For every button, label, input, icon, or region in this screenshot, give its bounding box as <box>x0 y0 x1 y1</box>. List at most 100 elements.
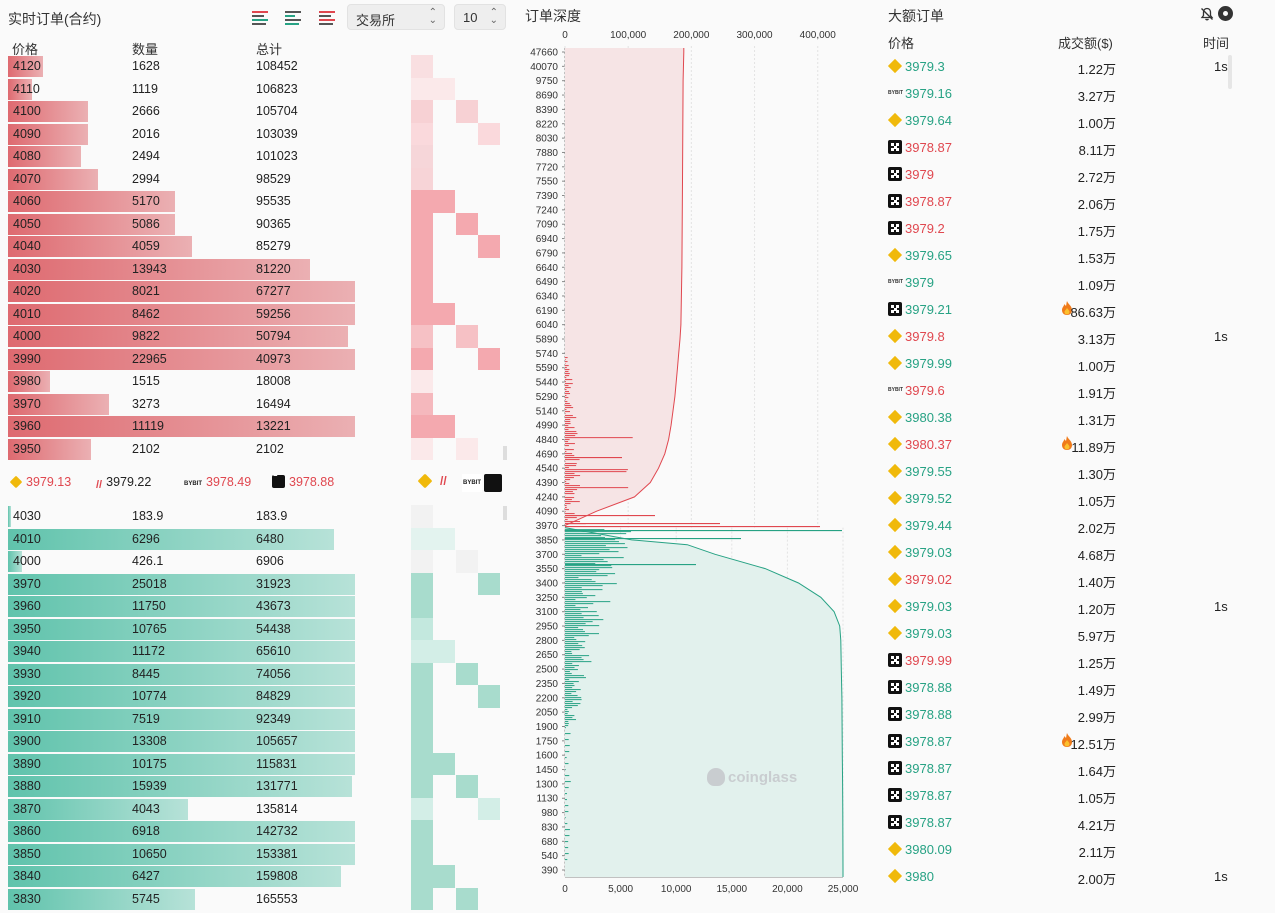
bid-row[interactable]: 4010 6296 6480 <box>0 527 515 550</box>
bid-row[interactable]: 3840 6427 159808 <box>0 865 515 888</box>
large-order-row[interactable]: 3979 2.72万 <box>880 161 1275 188</box>
bid-row[interactable]: 3950 10765 54438 <box>0 617 515 641</box>
binance-filter-icon[interactable] <box>417 473 436 489</box>
ask-row[interactable]: 4060 5170 95535 <box>0 190 515 213</box>
large-order-row[interactable]: 3980.37 11.89万 <box>880 431 1275 458</box>
ask-row[interactable]: 4010 8462 59256 <box>0 302 515 325</box>
bid-price: 3850 <box>13 846 41 861</box>
exchange-heat-cell <box>433 618 455 641</box>
ask-row[interactable]: 3970 3273 16494 <box>0 392 515 416</box>
large-order-row[interactable]: 3979.03 1.20万 1s <box>880 593 1275 620</box>
bid-row[interactable]: 3900 13308 105657 <box>0 730 515 753</box>
large-order-price: 3978.87 <box>905 140 952 155</box>
y-tick-label: 2500 <box>536 665 559 676</box>
ask-row[interactable]: 4110 1119 106823 <box>0 77 515 100</box>
depth-select[interactable]: 10 ⌃ ⌄ <box>454 4 506 30</box>
exchange-select[interactable]: 交易所 ⌃ ⌄ <box>347 4 445 30</box>
large-order-row[interactable]: 3978.87 1.05万 <box>880 782 1275 809</box>
bid-qty: 8445 <box>132 666 160 681</box>
ask-row[interactable]: 4080 2494 101023 <box>0 145 515 168</box>
bid-row[interactable]: 3830 5745 165553 <box>0 887 515 910</box>
large-orders-scrollbar[interactable] <box>1228 55 1232 89</box>
ask-row[interactable]: 3950 2102 2102 <box>0 437 515 460</box>
large-order-row[interactable]: 3979.65 1.53万 <box>880 242 1275 269</box>
ask-row[interactable]: 4090 2016 103039 <box>0 122 515 145</box>
bid-price: 3940 <box>13 644 41 658</box>
ask-row[interactable]: 4100 2666 105704 <box>0 100 515 123</box>
mute-bell-icon[interactable] <box>1200 7 1214 21</box>
bids-scrollbar[interactable] <box>503 506 507 520</box>
large-order-row[interactable]: BYBIT 3979.16 3.27万 <box>880 80 1275 107</box>
view-asks-icon[interactable] <box>315 10 337 26</box>
ask-row[interactable]: 4000 9822 50794 <box>0 325 515 348</box>
ask-row[interactable]: 3990 22965 40973 <box>0 347 515 370</box>
exchange-heat-cell <box>433 393 455 416</box>
large-order-row[interactable]: 3979.64 1.00万 <box>880 107 1275 134</box>
okx-icon <box>272 473 285 488</box>
large-order-row[interactable]: 3979.03 5.97万 <box>880 620 1275 647</box>
large-order-row[interactable]: 3979.03 4.68万 <box>880 539 1275 566</box>
ask-row[interactable]: 4040 4059 85279 <box>0 235 515 258</box>
ask-row[interactable]: 4030 13943 81220 <box>0 257 515 280</box>
okx-filter-icon[interactable] <box>484 474 502 492</box>
ask-row[interactable]: 4070 2994 98529 <box>0 167 515 190</box>
large-order-row[interactable]: 3979.55 1.30万 <box>880 458 1275 485</box>
coinglass-logo-icon <box>707 768 725 786</box>
bid-row[interactable]: 3940 11172 65610 <box>0 640 515 663</box>
bid-row[interactable]: 3890 10175 115831 <box>0 752 515 775</box>
bybit-filter-icon[interactable]: BYBIT <box>462 474 482 492</box>
view-both-icon[interactable] <box>248 10 270 26</box>
large-order-row[interactable]: 3979.2 1.75万 <box>880 215 1275 242</box>
large-order-row[interactable]: 3979.99 1.25万 <box>880 647 1275 674</box>
y-tick-label: 6640 <box>536 263 559 274</box>
bid-row[interactable]: 3870 4043 135814 <box>0 797 515 820</box>
large-order-row[interactable]: BYBIT 3979.6 1.91万 <box>880 377 1275 404</box>
asks-scrollbar[interactable] <box>503 446 507 460</box>
large-order-row[interactable]: 3979.44 2.02万 <box>880 512 1275 539</box>
large-order-row[interactable]: 3978.87 2.06万 <box>880 188 1275 215</box>
large-order-row[interactable]: 3978.87 4.21万 <box>880 809 1275 836</box>
bid-row[interactable]: 3970 25018 31923 <box>0 572 515 595</box>
ask-row[interactable]: 4050 5086 90365 <box>0 212 515 235</box>
large-order-row[interactable]: 3979.52 1.05万 <box>880 485 1275 512</box>
bid-row[interactable]: 3860 6918 142732 <box>0 820 515 843</box>
bid-row[interactable]: 3910 7519 92349 <box>0 707 515 730</box>
bid-row[interactable]: 3880 15939 131771 <box>0 775 515 798</box>
large-order-row[interactable]: 3979.3 1.22万 1s <box>880 53 1275 80</box>
exchange-heat-cell <box>433 595 455 618</box>
bid-row[interactable]: 3930 8445 74056 <box>0 662 515 685</box>
okx-icon <box>888 788 902 802</box>
large-order-row[interactable]: 3979.8 3.13万 1s <box>880 323 1275 350</box>
ask-row[interactable]: 4120 1628 108452 <box>0 55 515 78</box>
large-order-row[interactable]: 3978.87 1.64万 <box>880 755 1275 782</box>
large-order-row[interactable]: 3978.88 1.49万 <box>880 674 1275 701</box>
ask-row[interactable]: 3960 11119 13221 <box>0 415 515 438</box>
y-tick-label: 6190 <box>536 306 559 317</box>
bid-row[interactable]: 3920 10774 84829 <box>0 685 515 708</box>
large-order-row[interactable]: 3978.88 2.99万 <box>880 701 1275 728</box>
bid-row[interactable]: 4000 426.1 6906 <box>0 550 515 573</box>
bid-row[interactable]: 4030 183.9 183.9 <box>0 505 515 528</box>
bid-row[interactable]: 3850 10650 153381 <box>0 842 515 865</box>
okx-icon <box>888 302 902 316</box>
large-order-row[interactable]: 3978.87 12.51万 <box>880 728 1275 755</box>
large-order-row[interactable]: 3978.87 8.11万 <box>880 134 1275 161</box>
large-order-row[interactable]: BYBIT 3979 1.09万 <box>880 269 1275 296</box>
large-order-row[interactable]: 3980 2.00万 1s <box>880 863 1275 890</box>
large-order-row[interactable]: 3979.21 86.63万 <box>880 296 1275 323</box>
ask-row[interactable]: 4020 8021 67277 <box>0 280 515 303</box>
view-bids-icon[interactable] <box>281 10 303 26</box>
ftx-filter-icon[interactable]: // <box>440 474 447 488</box>
bid-row[interactable]: 3960 11750 43673 <box>0 595 515 618</box>
okx-icon <box>888 680 902 694</box>
ask-row[interactable]: 3980 1515 18008 <box>0 370 515 393</box>
large-order-row[interactable]: 3980.38 1.31万 <box>880 404 1275 431</box>
large-order-row[interactable]: 3980.09 2.11万 <box>880 836 1275 863</box>
y-tick-label: 6490 <box>536 277 559 288</box>
large-order-row[interactable]: 3979.02 1.40万 <box>880 566 1275 593</box>
large-order-amount: 4.21万 <box>1077 818 1116 833</box>
settings-gear-icon[interactable] <box>1218 6 1233 21</box>
bid-price: 4000 <box>13 554 41 568</box>
large-order-row[interactable]: 3979.99 1.00万 <box>880 350 1275 377</box>
bid-qty: 6296 <box>132 531 160 546</box>
